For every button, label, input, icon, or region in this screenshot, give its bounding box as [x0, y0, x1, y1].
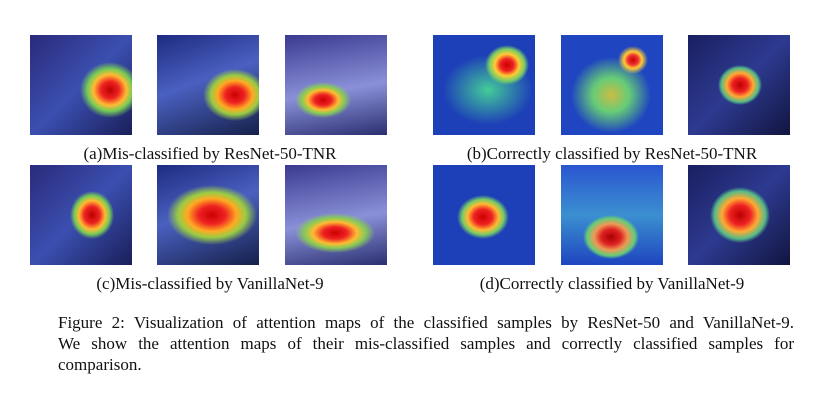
subfigure-caption: (c)Mis-classified by VanillaNet-9 — [96, 274, 324, 293]
attention-map — [285, 35, 387, 135]
attention-map — [285, 165, 387, 265]
attention-map — [561, 35, 663, 135]
attention-map — [433, 165, 535, 265]
caption-line: We show the attention maps of their mis-… — [58, 334, 794, 353]
caption-line: comparison. — [58, 355, 142, 374]
caption-line: Figure 2: Visualization of attention map… — [58, 313, 794, 332]
subfigure-caption: (d)Correctly classified by VanillaNet-9 — [479, 274, 745, 293]
figure-caption: Figure 2: Visualization of attention map… — [58, 312, 794, 375]
attention-map — [561, 165, 663, 265]
subfigure-caption: (b)Correctly classified by ResNet-50-TNR — [466, 144, 758, 163]
attention-map — [688, 165, 790, 265]
attention-map — [30, 165, 132, 265]
attention-map — [688, 35, 790, 135]
attention-map — [157, 35, 259, 135]
attention-map — [433, 35, 535, 135]
subfigure-caption: (a)Mis-classified by ResNet-50-TNR — [83, 144, 337, 163]
attention-map — [157, 165, 259, 265]
attention-map — [30, 35, 132, 135]
